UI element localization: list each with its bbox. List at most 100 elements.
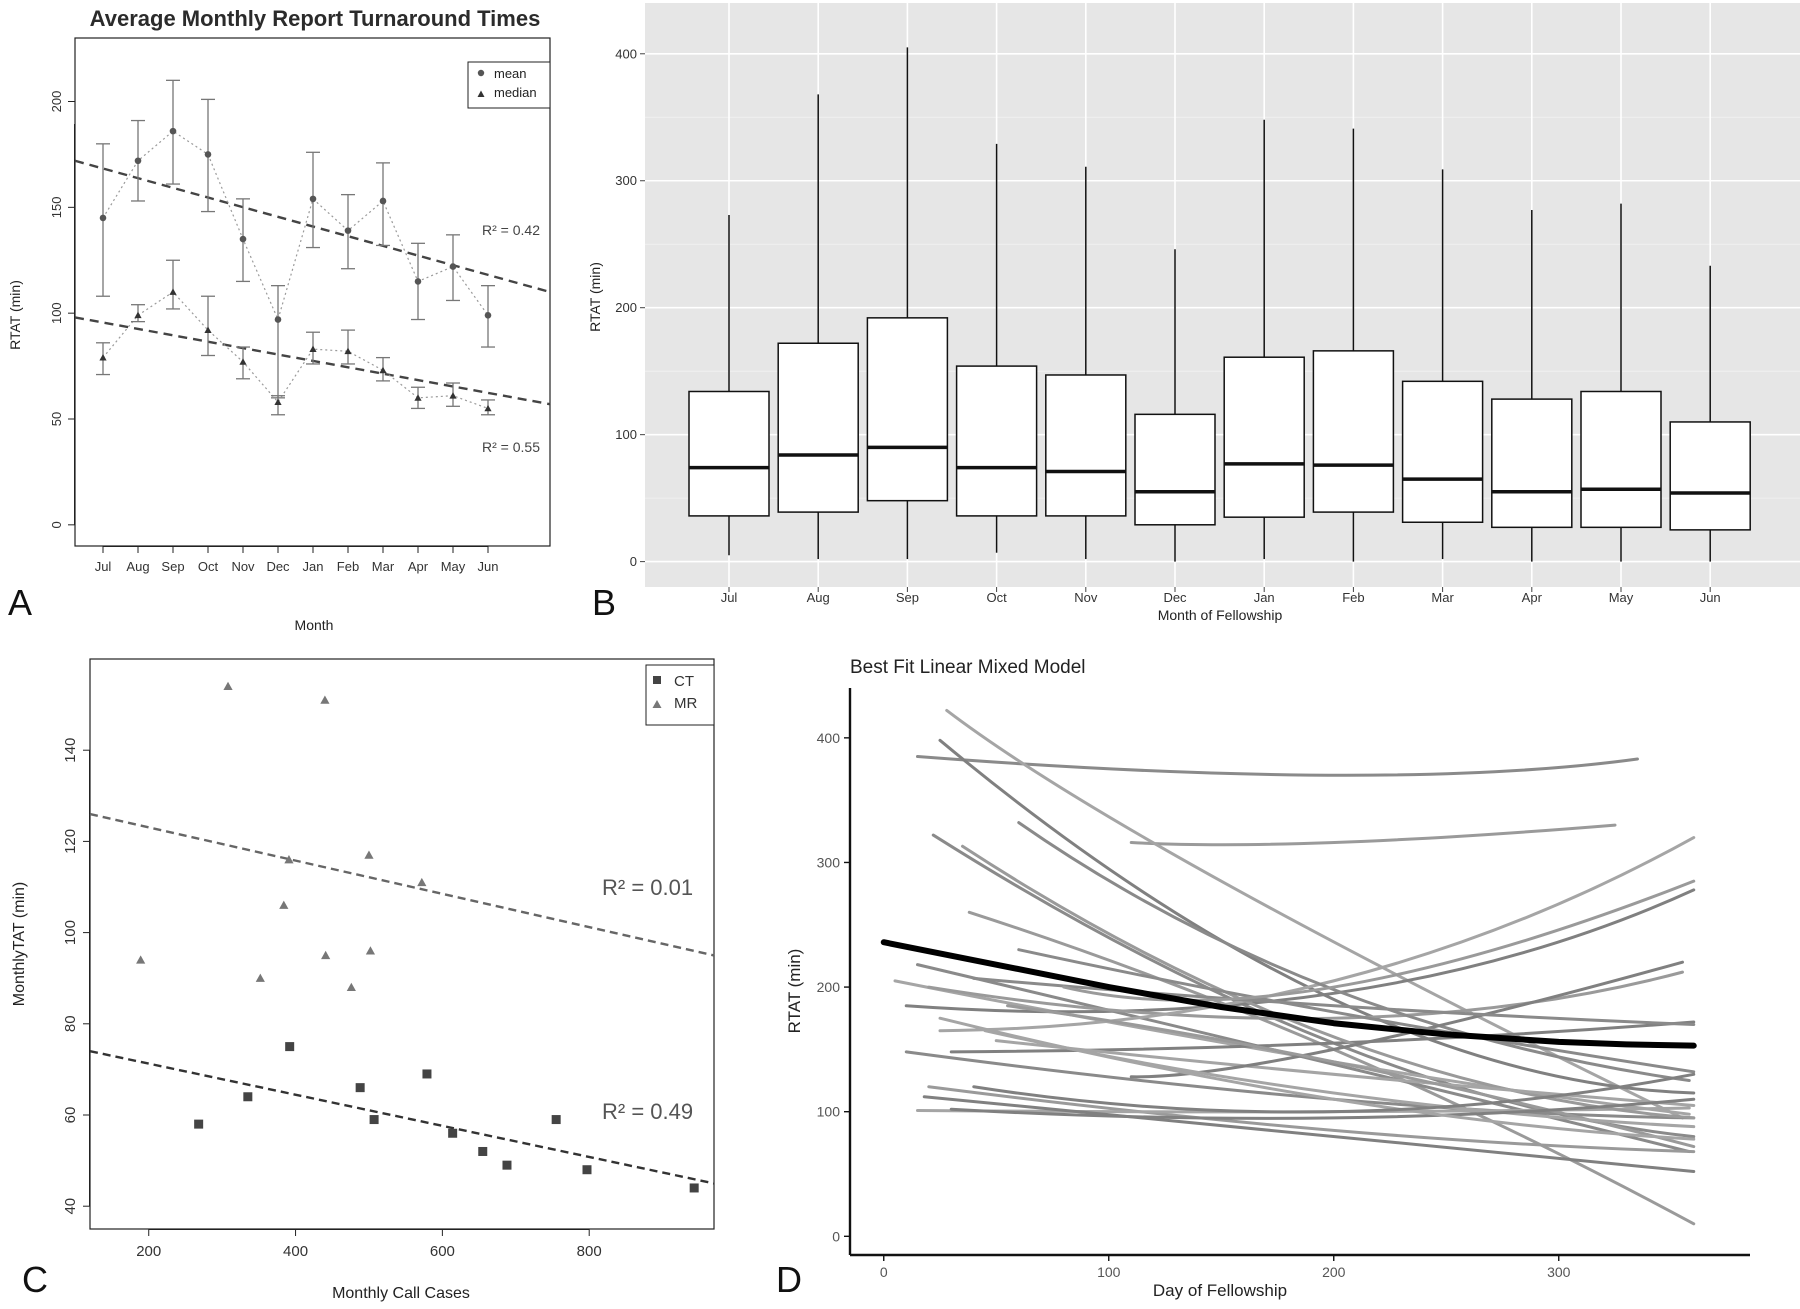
a-point-median (134, 311, 142, 319)
c-point-CT (369, 1115, 379, 1125)
panel-d-fit (880, 939, 1697, 1049)
panel-c: 40 60 80 100 120 140 200 400 600 800 MonthlyTAT (… (11, 658, 715, 1302)
c-point-CT (194, 1119, 204, 1129)
a-point-mean (484, 311, 492, 319)
b-x-tick-label: Jun (1700, 590, 1721, 605)
b-x-tick-label: Sep (896, 590, 919, 605)
b-y-tick-label: 100 (615, 427, 637, 442)
b-x-tick-label: May (1609, 590, 1634, 605)
panel-a-ylabel: RTAT (min) (7, 280, 23, 350)
b-x-tick-label: Mar (1431, 590, 1454, 605)
c-point-CT (551, 1115, 561, 1125)
panel-b: 0 100 200 300 400 Jul Aug Sep Oct Nov Dec Jan Feb Mar… (587, 3, 1800, 623)
a-point-mean (344, 227, 352, 234)
a-point-mean (239, 235, 247, 243)
d-individual-curve (1062, 879, 1696, 1002)
a-x-tick-label: Jul (95, 559, 112, 574)
legend-ct-marker (653, 676, 661, 684)
d-y-tick-label: 0 (832, 1228, 840, 1244)
b-x-tick-label: Dec (1163, 590, 1187, 605)
panel-d-ylabel: RTAT (min) (785, 949, 804, 1034)
c-y-tick-label: 140 (62, 738, 79, 763)
panel-a-legend: mean median (467, 61, 551, 109)
panel-c-legend-box (645, 664, 715, 726)
c-point-MR (365, 946, 376, 955)
d-individual-curve (972, 976, 1696, 1026)
c-y-tick-label: 120 (62, 829, 79, 854)
c-x-tick-label: 600 (430, 1243, 455, 1260)
panel-a-series (96, 79, 495, 416)
b-box (1045, 374, 1127, 517)
c-point-MR (364, 850, 374, 859)
b-x-tick-label: Nov (1074, 590, 1098, 605)
legend-mean-marker (477, 69, 485, 77)
c-y-tick-label: 80 (62, 1015, 79, 1032)
d-y-tick-label: 300 (817, 854, 841, 870)
panel-c-legend: CT MR (645, 664, 715, 726)
c-x-tick-label: 800 (577, 1243, 602, 1260)
c-point-CT (422, 1069, 432, 1079)
a-series-line-mean (102, 130, 489, 322)
d-y-tick-label: 100 (817, 1104, 841, 1120)
panel-b-boxes (688, 47, 1751, 562)
c-y-tick-label: 40 (62, 1198, 79, 1215)
d-individual-curve (938, 836, 1696, 1033)
panel-b-xlabel: Month of Fellowship (1158, 607, 1283, 623)
panel-c-label: C (22, 1259, 48, 1300)
b-box (955, 365, 1038, 517)
c-point-CT (689, 1183, 699, 1193)
panel-a: Average Monthly Report Turnaround Times … (7, 6, 551, 633)
b-y-tick-label: 200 (615, 300, 637, 315)
a-x-tick-label: Dec (266, 559, 290, 574)
a-point-mean (134, 157, 142, 165)
panel-c-ylabel: MonthlyTAT (min) (11, 882, 28, 1006)
panel-a-plot-frame (74, 37, 551, 547)
d-individual-curve (961, 844, 1696, 1120)
b-y-tick-label: 400 (615, 46, 637, 61)
c-point-CT (448, 1128, 458, 1138)
panel-a-axes: 0 50 100 150 200 Jul Aug Sep Oct Nov Dec Jan Feb Mar A… (49, 91, 498, 574)
legend-ct-label: CT (674, 673, 694, 690)
legend-mean-label: mean (494, 66, 527, 81)
panel-c-r2-mr: R² = 0.01 (602, 875, 693, 900)
legend-mr-marker (652, 700, 662, 708)
panel-a-title: Average Monthly Report Turnaround Times (90, 6, 541, 31)
d-individual-curve (1017, 948, 1696, 1074)
a-y-tick-label: 150 (49, 196, 64, 218)
a-point-mean (379, 197, 387, 205)
d-x-tick-label: 300 (1547, 1264, 1571, 1280)
d-individual-curve (994, 1039, 1696, 1107)
c-point-CT (582, 1165, 592, 1175)
b-x-tick-label: Oct (986, 590, 1007, 605)
a-point-mean (449, 263, 457, 270)
c-x-tick-label: 400 (283, 1243, 308, 1260)
d-individual-curve (938, 1016, 1696, 1141)
a-x-tick-label: Jan (303, 559, 324, 574)
d-individual-curve (938, 738, 1696, 1095)
panel-a-legend-box (467, 61, 551, 109)
a-y-tick-label: 50 (49, 412, 64, 426)
panel-a-label: A (8, 582, 32, 623)
panel-b-label: B (592, 582, 616, 623)
b-box (1134, 413, 1216, 526)
d-individual-curve (922, 1095, 1696, 1174)
d-individual-curve (1129, 823, 1617, 847)
b-box (688, 390, 770, 517)
panel-d-label: D (776, 1259, 802, 1300)
legend-median-marker (477, 90, 485, 97)
panel-d-axes: 0 100 200 300 400 0 100 200 300 (817, 688, 1750, 1280)
a-point-mean (169, 127, 177, 135)
panel-c-plot-frame (89, 658, 715, 1230)
panel-c-points (136, 681, 699, 1193)
b-y-tick-label: 300 (615, 173, 637, 188)
c-point-CT (478, 1146, 488, 1156)
d-individual-curve (1017, 821, 1691, 1083)
d-individual-curve (949, 1020, 1696, 1054)
panel-d-title: Best Fit Linear Mixed Model (850, 657, 1086, 678)
b-box (1401, 380, 1484, 524)
a-point-mean (99, 214, 107, 222)
legend-mr-label: MR (674, 695, 697, 712)
a-point-median (169, 288, 177, 295)
a-point-median (204, 326, 212, 333)
